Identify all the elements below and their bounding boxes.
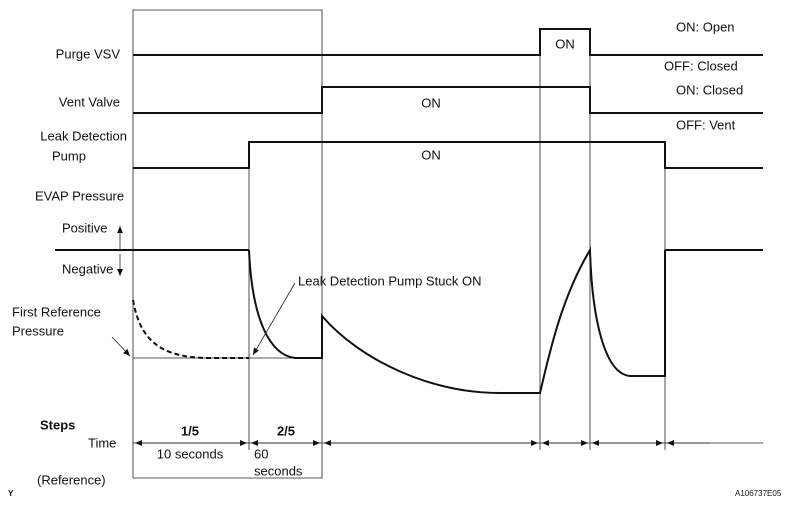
step-label: 2/5	[277, 423, 295, 438]
row-label: Pressure	[12, 323, 64, 338]
row-label: Leak Detection	[40, 128, 127, 143]
signal-label: ON	[421, 147, 441, 162]
signal-label: ON	[421, 95, 441, 110]
figure-id: A106737E05	[735, 489, 782, 498]
step-time: 10 seconds	[157, 446, 224, 461]
step-time: seconds	[254, 463, 303, 478]
state-label: ON: Open	[676, 19, 735, 34]
grid-lines	[132, 9, 666, 479]
signal-label: ON	[555, 36, 575, 51]
signal-waveforms	[55, 28, 763, 394]
state-label: OFF: Vent	[676, 117, 736, 132]
row-label: EVAP Pressure	[35, 188, 124, 203]
arrows	[111, 226, 763, 446]
step-time: 60	[254, 446, 268, 461]
step-label: 1/5	[181, 423, 199, 438]
row-label: Pump	[52, 148, 86, 163]
row-label: Negative	[62, 261, 113, 276]
row-label: First Reference	[12, 304, 101, 319]
corner-mark: Y	[8, 489, 14, 498]
annotation: Leak Detection Pump Stuck ON	[298, 273, 482, 288]
reference-label: (Reference)	[37, 472, 106, 487]
row-label: Positive	[62, 220, 108, 235]
row-label: Purge VSV	[56, 46, 121, 61]
row-label: Vent Valve	[59, 94, 120, 109]
state-label: OFF: Closed	[664, 58, 738, 73]
state-label: ON: Closed	[676, 82, 743, 97]
steps-title: Steps	[40, 417, 75, 432]
time-label: Time	[88, 435, 116, 450]
